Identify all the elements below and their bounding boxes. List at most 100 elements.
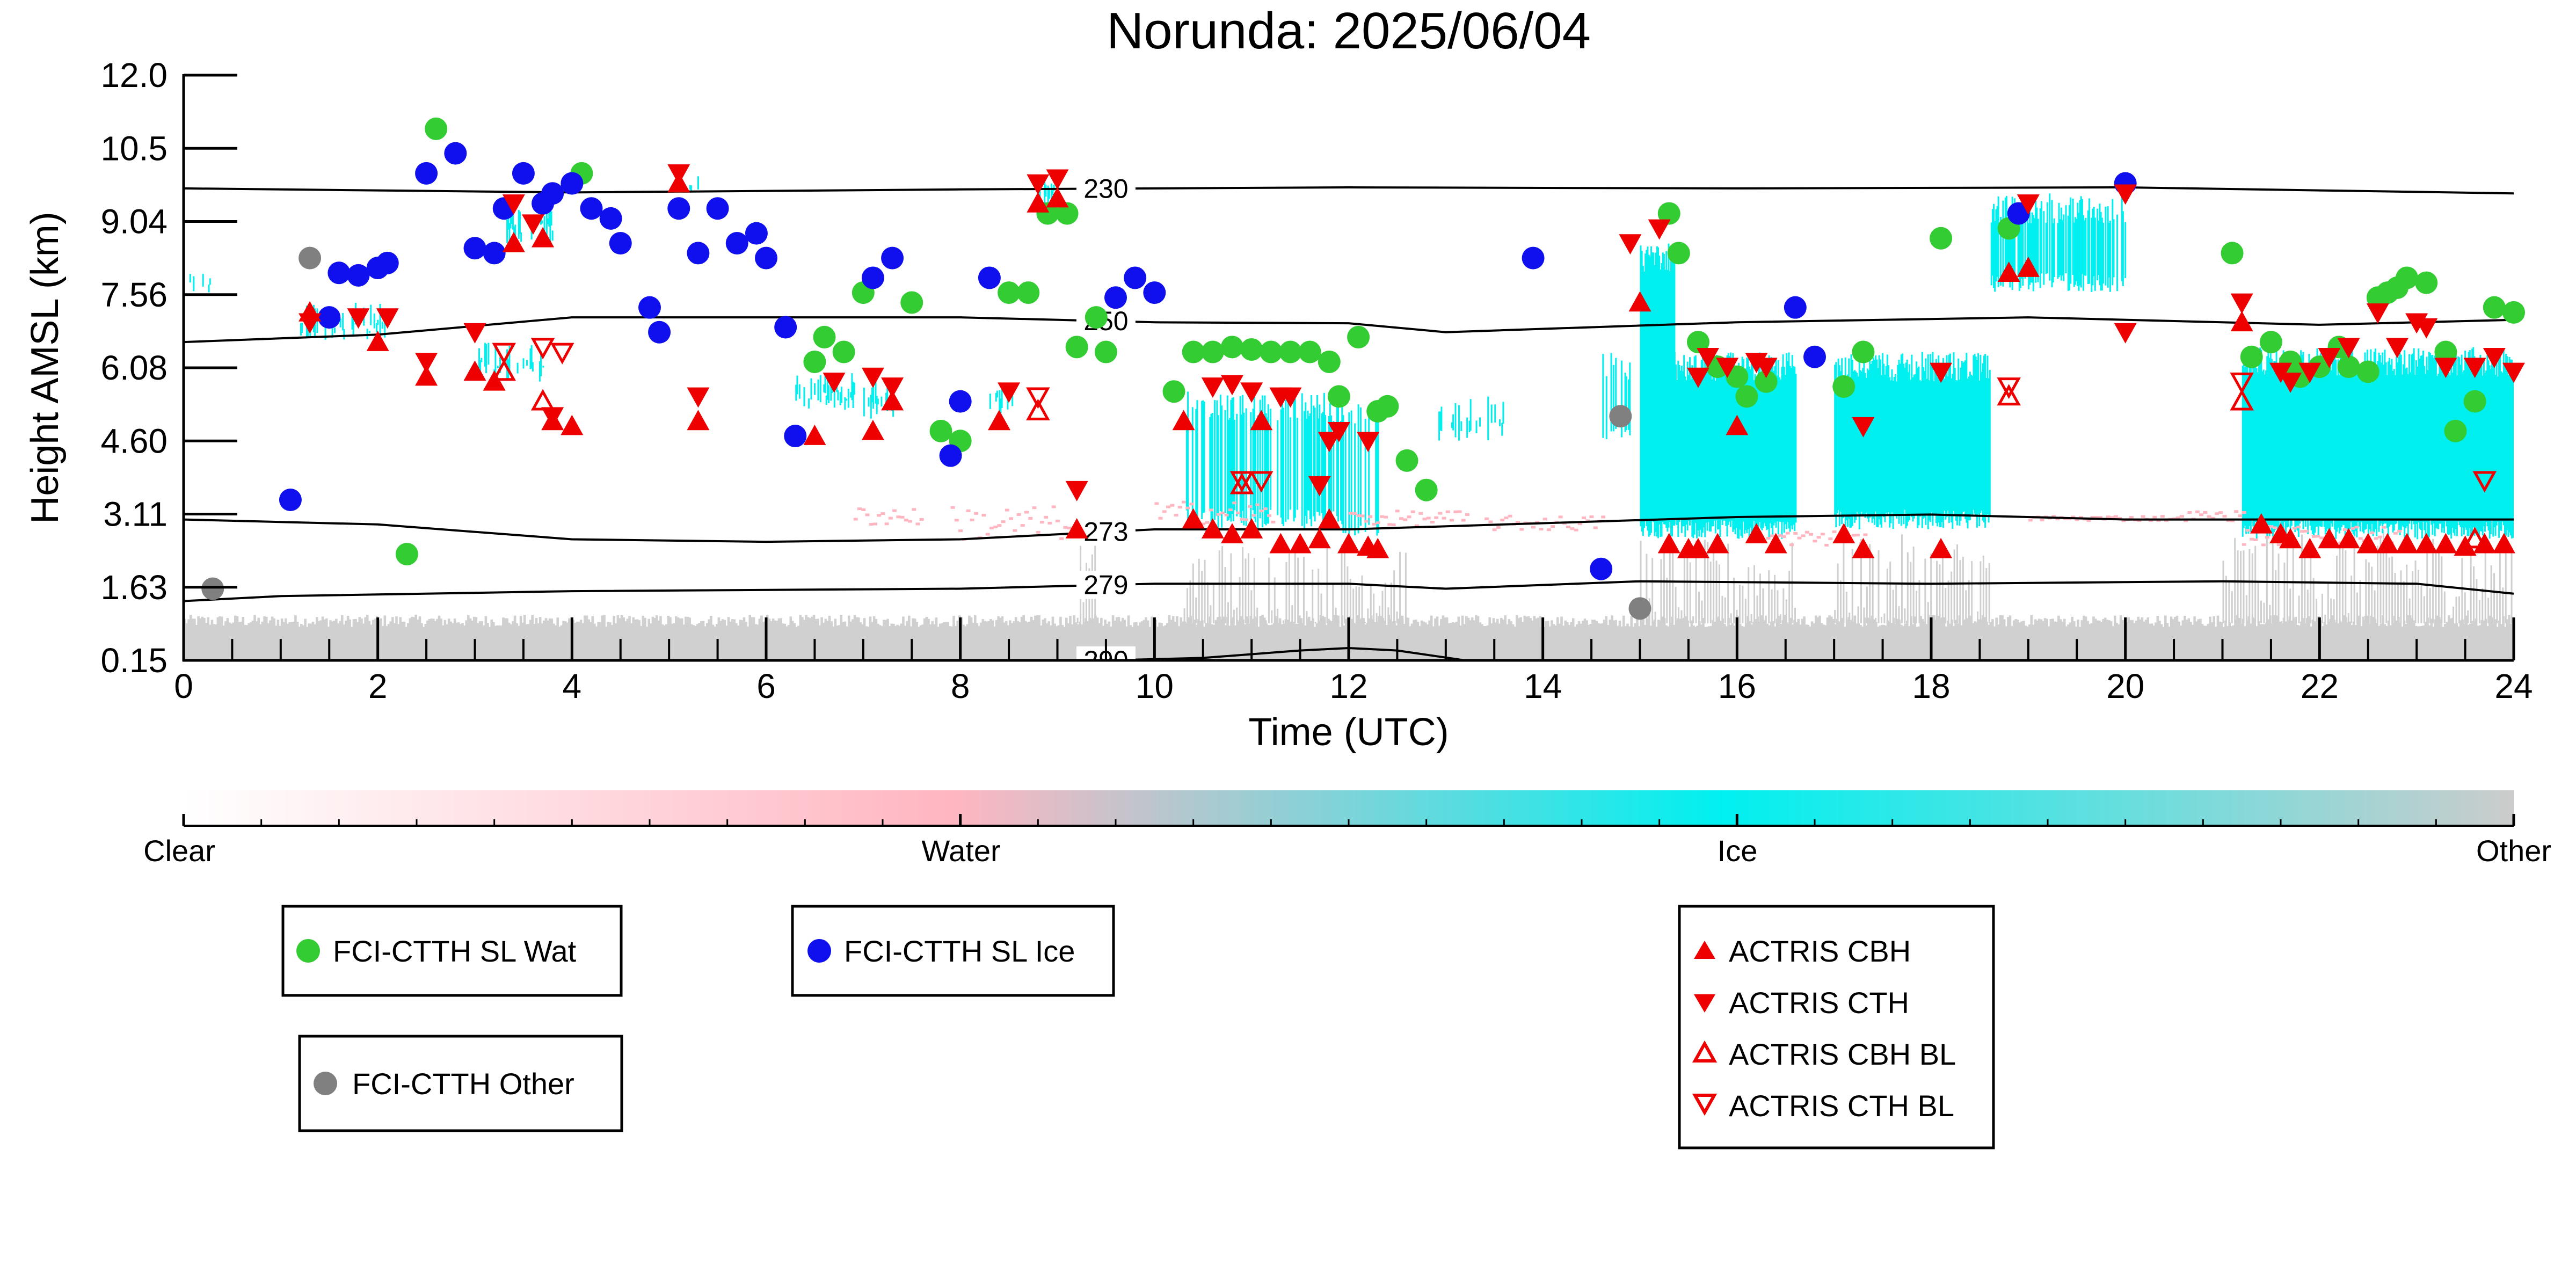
ground-other-bar bbox=[566, 622, 569, 660]
ground-other-column bbox=[2510, 551, 2513, 623]
ice-column bbox=[2355, 367, 2357, 532]
ice-column bbox=[1910, 380, 1912, 514]
ice-column bbox=[1438, 411, 1440, 441]
marker-fci-ctth-sl-ice bbox=[667, 197, 690, 220]
ice-column bbox=[2077, 202, 2079, 287]
ground-other-column bbox=[2333, 599, 2335, 623]
marker-actris-cth bbox=[2279, 372, 2302, 393]
ground-other-bar bbox=[1143, 620, 1146, 660]
ground-other-bar bbox=[1995, 617, 1998, 660]
marker-actris-cth bbox=[1687, 367, 1709, 388]
ground-other-bar bbox=[1997, 624, 2000, 660]
water-speckle bbox=[1399, 517, 1404, 520]
ground-other-bar bbox=[2043, 618, 2047, 660]
ice-column bbox=[999, 390, 1001, 411]
marker-fci-ctth-sl-wat bbox=[1726, 365, 1749, 388]
ground-other-column bbox=[1206, 582, 1209, 623]
ground-other-column bbox=[1727, 543, 1729, 623]
ice-column bbox=[2473, 356, 2476, 536]
ground-other-bar bbox=[2098, 620, 2101, 660]
ground-other-bar bbox=[795, 627, 798, 660]
ground-other-column bbox=[1381, 591, 1384, 623]
ground-other-bar bbox=[1657, 620, 1660, 660]
ground-other-bar bbox=[1321, 616, 1324, 660]
ice-column bbox=[2420, 355, 2422, 530]
ice-column bbox=[1468, 420, 1471, 433]
marker-fci-ctth-sl-ice bbox=[1124, 266, 1147, 289]
ice-column bbox=[1924, 371, 1926, 518]
ice-column bbox=[1308, 416, 1310, 511]
ground-other-bar bbox=[366, 614, 369, 660]
legend-label: ACTRIS CBH bbox=[1729, 934, 1911, 968]
ice-column bbox=[2483, 359, 2485, 527]
ice-column bbox=[1487, 396, 1489, 441]
water-speckle bbox=[1384, 515, 1388, 519]
ground-other-bar bbox=[1148, 627, 1152, 660]
ground-other-bar bbox=[1948, 623, 1952, 660]
ice-column bbox=[2009, 217, 2011, 288]
ground-other-column bbox=[2490, 565, 2492, 623]
ground-other-bar bbox=[2113, 615, 2116, 660]
ground-other-column bbox=[1742, 585, 1744, 623]
ground-other-bar bbox=[2257, 621, 2260, 660]
water-speckle bbox=[869, 523, 874, 526]
ice-column bbox=[2031, 212, 2033, 283]
ground-other-bar bbox=[1869, 618, 1872, 660]
ice-column bbox=[1786, 353, 1788, 529]
ground-other-bar bbox=[814, 618, 818, 660]
ground-other-bar bbox=[280, 618, 283, 660]
ground-other-bar bbox=[1323, 617, 1326, 660]
ice-column bbox=[1454, 403, 1457, 438]
ground-other-bar bbox=[1362, 618, 1365, 660]
ice-column bbox=[2043, 211, 2045, 285]
ground-other-bar bbox=[849, 621, 853, 660]
ice-column bbox=[2073, 222, 2075, 287]
ground-other-bar bbox=[1094, 615, 1097, 660]
ground-other-bar bbox=[2422, 625, 2425, 660]
ground-other-bar bbox=[1816, 617, 1820, 660]
ice-column bbox=[2353, 358, 2355, 536]
ground-other-bar bbox=[2403, 620, 2406, 660]
marker-actris-cbh-bl bbox=[2463, 527, 2487, 549]
ice-column bbox=[1777, 360, 1779, 537]
water-speckle bbox=[2261, 543, 2266, 547]
ground-other-bar bbox=[1117, 617, 1120, 660]
ground-other-bar bbox=[812, 615, 816, 660]
ground-other-column bbox=[2283, 562, 2286, 623]
ground-other-column bbox=[1384, 583, 1386, 623]
ground-other-column bbox=[1198, 558, 1200, 623]
ice-column bbox=[819, 375, 821, 403]
ice-column bbox=[1667, 270, 1669, 532]
marker-actris-cbh bbox=[1852, 537, 1875, 558]
ground-other-column bbox=[1405, 552, 1407, 623]
ice-column bbox=[2465, 358, 2468, 530]
ground-other-column bbox=[2420, 585, 2422, 623]
ice-column bbox=[1283, 407, 1285, 527]
ground-other-column bbox=[1939, 564, 1941, 623]
ice-column bbox=[1762, 380, 1764, 528]
ground-other-bar bbox=[504, 618, 507, 660]
ground-other-column bbox=[1657, 621, 1660, 623]
ice-column bbox=[1767, 374, 1769, 529]
ground-other-column bbox=[2379, 538, 2382, 623]
water-speckle bbox=[1542, 518, 1547, 521]
ice-column bbox=[1337, 397, 1340, 522]
ground-other-bar bbox=[645, 627, 649, 660]
ground-other-column bbox=[2423, 596, 2425, 623]
ground-other-bar bbox=[1873, 619, 1876, 660]
ice-column bbox=[2413, 348, 2415, 525]
ice-column bbox=[1451, 422, 1453, 428]
ice-column bbox=[1660, 269, 1662, 537]
ground-other-bar bbox=[2385, 625, 2388, 660]
ground-other-column bbox=[1216, 620, 1218, 623]
ice-column bbox=[1318, 418, 1320, 512]
ground-other-bar bbox=[2387, 620, 2390, 660]
ground-other-bar bbox=[2001, 615, 2004, 660]
ground-other-bar bbox=[1465, 616, 1468, 660]
ground-other-column bbox=[1748, 567, 1750, 623]
ice-column bbox=[1264, 395, 1266, 524]
ground-other-bar bbox=[498, 625, 501, 660]
ground-other-column bbox=[1323, 618, 1325, 623]
ground-other-bar bbox=[189, 614, 192, 660]
ground-other-column bbox=[2316, 599, 2318, 623]
